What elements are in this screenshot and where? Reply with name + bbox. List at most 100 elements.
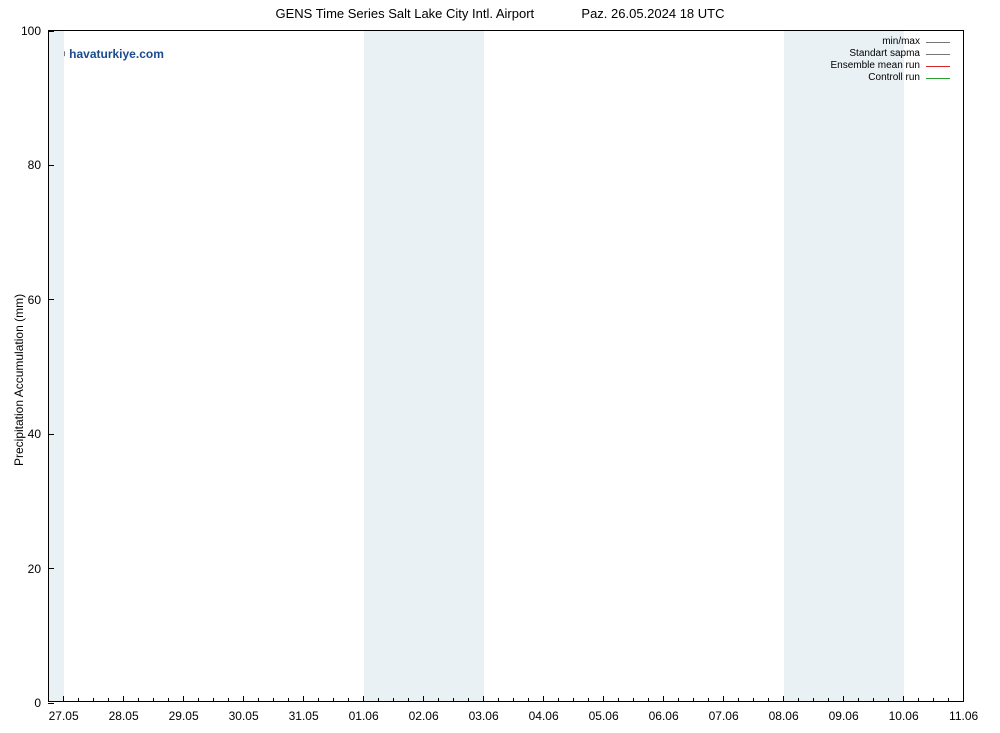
x-tick-mark xyxy=(483,696,484,702)
legend-item: Ensemble mean run xyxy=(831,60,951,72)
chart-container: GENS Time Series Salt Lake City Intl. Ai… xyxy=(0,0,1000,733)
x-minor-tick-mark xyxy=(498,698,499,702)
x-tick-mark xyxy=(903,696,904,702)
x-tick-label: 27.05 xyxy=(49,709,79,723)
legend-label: Controll run xyxy=(868,72,920,84)
legend-label: min/max xyxy=(882,36,920,48)
x-tick-label: 07.06 xyxy=(709,709,739,723)
x-tick-label: 04.06 xyxy=(529,709,559,723)
weekend-shade-band xyxy=(784,31,904,701)
legend-swatch xyxy=(926,42,950,43)
x-minor-tick-mark xyxy=(78,698,79,702)
legend-label: Standart sapma xyxy=(849,48,920,60)
y-tick-mark xyxy=(48,434,54,435)
x-minor-tick-mark xyxy=(348,698,349,702)
x-minor-tick-mark xyxy=(648,698,649,702)
x-minor-tick-mark xyxy=(753,698,754,702)
x-tick-label: 30.05 xyxy=(229,709,259,723)
watermark-text: havaturkiye.com xyxy=(69,47,164,61)
y-tick-label: 20 xyxy=(28,562,41,576)
x-minor-tick-mark xyxy=(768,698,769,702)
legend-swatch xyxy=(926,54,950,55)
legend-swatch xyxy=(926,66,950,67)
x-tick-label: 31.05 xyxy=(289,709,319,723)
watermark: © havaturkiye.com xyxy=(56,47,164,61)
x-tick-mark xyxy=(843,696,844,702)
x-minor-tick-mark xyxy=(138,698,139,702)
x-minor-tick-mark xyxy=(918,698,919,702)
x-tick-mark xyxy=(603,696,604,702)
x-minor-tick-mark xyxy=(93,698,94,702)
x-tick-mark xyxy=(243,696,244,702)
x-minor-tick-mark xyxy=(528,698,529,702)
x-tick-label: 02.06 xyxy=(409,709,439,723)
y-tick-label: 60 xyxy=(28,293,41,307)
x-minor-tick-mark xyxy=(228,698,229,702)
chart-title-group: GENS Time Series Salt Lake City Intl. Ai… xyxy=(0,6,1000,21)
y-tick-mark xyxy=(48,703,54,704)
y-tick-mark xyxy=(48,165,54,166)
x-tick-mark xyxy=(363,696,364,702)
x-minor-tick-mark xyxy=(828,698,829,702)
x-minor-tick-mark xyxy=(273,698,274,702)
weekend-shade-band xyxy=(364,31,484,701)
legend-swatch xyxy=(926,78,950,79)
x-minor-tick-mark xyxy=(573,698,574,702)
y-tick-mark xyxy=(48,568,54,569)
legend-item: Standart sapma xyxy=(831,48,951,60)
x-tick-mark xyxy=(123,696,124,702)
x-minor-tick-mark xyxy=(588,698,589,702)
x-minor-tick-mark xyxy=(888,698,889,702)
x-minor-tick-mark xyxy=(408,698,409,702)
x-tick-label: 10.06 xyxy=(889,709,919,723)
x-minor-tick-mark xyxy=(558,698,559,702)
y-axis-label: Precipitation Accumulation (mm) xyxy=(12,294,26,466)
x-minor-tick-mark xyxy=(693,698,694,702)
x-minor-tick-mark xyxy=(213,698,214,702)
x-tick-label: 03.06 xyxy=(469,709,499,723)
x-minor-tick-mark xyxy=(618,698,619,702)
x-tick-label: 29.05 xyxy=(169,709,199,723)
y-tick-label: 0 xyxy=(34,696,41,710)
chart-title-right: Paz. 26.05.2024 18 UTC xyxy=(581,6,724,21)
x-minor-tick-mark xyxy=(858,698,859,702)
x-tick-mark xyxy=(183,696,184,702)
x-minor-tick-mark xyxy=(798,698,799,702)
x-minor-tick-mark xyxy=(153,698,154,702)
x-tick-label: 06.06 xyxy=(649,709,679,723)
x-minor-tick-mark xyxy=(393,698,394,702)
x-tick-label: 08.06 xyxy=(769,709,799,723)
x-minor-tick-mark xyxy=(633,698,634,702)
x-tick-mark xyxy=(543,696,544,702)
x-minor-tick-mark xyxy=(318,698,319,702)
x-minor-tick-mark xyxy=(678,698,679,702)
x-minor-tick-mark xyxy=(813,698,814,702)
x-minor-tick-mark xyxy=(108,698,109,702)
x-minor-tick-mark xyxy=(513,698,514,702)
x-minor-tick-mark xyxy=(708,698,709,702)
y-tick-label: 100 xyxy=(21,24,41,38)
x-minor-tick-mark xyxy=(948,698,949,702)
x-minor-tick-mark xyxy=(453,698,454,702)
x-tick-mark xyxy=(303,696,304,702)
y-tick-label: 80 xyxy=(28,158,41,172)
x-minor-tick-mark xyxy=(168,698,169,702)
legend-item: min/max xyxy=(831,36,951,48)
x-minor-tick-mark xyxy=(933,698,934,702)
x-tick-mark xyxy=(723,696,724,702)
x-tick-label: 11.06 xyxy=(949,709,978,723)
legend: min/maxStandart sapmaEnsemble mean runCo… xyxy=(831,36,951,84)
x-minor-tick-mark xyxy=(738,698,739,702)
x-tick-mark xyxy=(663,696,664,702)
x-minor-tick-mark xyxy=(378,698,379,702)
x-tick-label: 01.06 xyxy=(349,709,379,723)
chart-title-left: GENS Time Series Salt Lake City Intl. Ai… xyxy=(276,6,535,21)
x-tick-label: 05.06 xyxy=(589,709,619,723)
x-tick-mark xyxy=(963,696,964,702)
x-minor-tick-mark xyxy=(198,698,199,702)
x-minor-tick-mark xyxy=(873,698,874,702)
x-minor-tick-mark xyxy=(468,698,469,702)
x-minor-tick-mark xyxy=(438,698,439,702)
y-tick-mark xyxy=(48,299,54,300)
x-minor-tick-mark xyxy=(258,698,259,702)
